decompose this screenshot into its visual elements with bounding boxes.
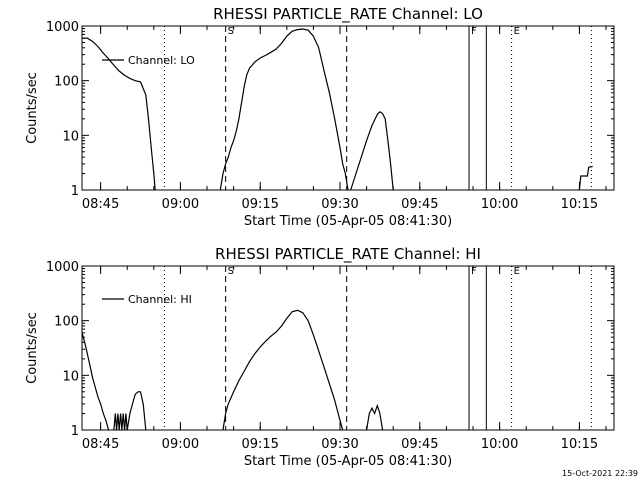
x-tick-label: 09:00	[162, 197, 199, 212]
series-line	[350, 111, 394, 191]
chart-panel-lo: RHESSI PARTICLE_RATE Channel: LO 1 10 100 10…	[25, 5, 615, 229]
chart-title: RHESSI PARTICLE_RATE Channel: HI	[215, 245, 481, 264]
y-axis-label: Counts/sec	[25, 312, 40, 384]
y-tick-label: 10	[62, 129, 79, 144]
y-tick-label: 1000	[46, 20, 79, 35]
series-line	[219, 28, 349, 191]
x-axis-label: Start Time (05-Apr-05 08:41:30)	[244, 454, 452, 469]
x-tick-label: 09:45	[401, 437, 438, 452]
event-marker-label: S	[228, 26, 234, 37]
legend-label: Channel: HI	[128, 293, 192, 306]
x-tick-label: 09:00	[162, 437, 199, 452]
plot-frame	[81, 265, 615, 431]
x-tick-label: 10:15	[561, 437, 598, 452]
x-tick-label: 10:00	[481, 437, 518, 452]
y-tick-label: 100	[54, 75, 79, 90]
x-tick-label: 09:15	[241, 197, 278, 212]
series-line	[366, 403, 384, 431]
x-tick-label: 09:15	[241, 437, 278, 452]
x-tick-label: 10:15	[561, 197, 598, 212]
x-axis-label: Start Time (05-Apr-05 08:41:30)	[244, 214, 452, 229]
y-tick-label: 1	[71, 184, 79, 199]
event-marker-label: F	[471, 266, 477, 277]
series-line	[82, 37, 156, 191]
event-marker-label: E	[514, 26, 520, 37]
footer-timestamp: 15-Oct-2021 22:39	[562, 469, 638, 478]
y-tick-label: 10	[62, 369, 79, 384]
y-axis-label: Counts/sec	[25, 72, 40, 144]
x-tick-label: 08:45	[82, 197, 119, 212]
chart-title: RHESSI PARTICLE_RATE Channel: LO	[213, 5, 483, 24]
event-marker-label: S	[228, 266, 234, 277]
y-tick-label: 1	[71, 424, 79, 439]
y-tick-label: 1000	[46, 260, 79, 275]
x-tick-label: 10:00	[481, 197, 518, 212]
event-marker-label: E	[514, 266, 520, 277]
x-tick-label: 09:45	[401, 197, 438, 212]
x-tick-label: 09:30	[321, 197, 358, 212]
series-line	[81, 332, 110, 431]
event-marker-label: F	[471, 26, 477, 37]
y-tick-label: 100	[54, 315, 79, 330]
x-tick-label: 08:45	[82, 437, 119, 452]
legend-label: Channel: LO	[128, 54, 195, 67]
series-line	[222, 309, 344, 431]
series-line	[113, 391, 147, 431]
chart-panel-hi: RHESSI PARTICLE_RATE Channel: HI 1 10 100 10…	[25, 245, 615, 469]
series-line	[578, 165, 593, 191]
x-tick-label: 09:30	[321, 437, 358, 452]
